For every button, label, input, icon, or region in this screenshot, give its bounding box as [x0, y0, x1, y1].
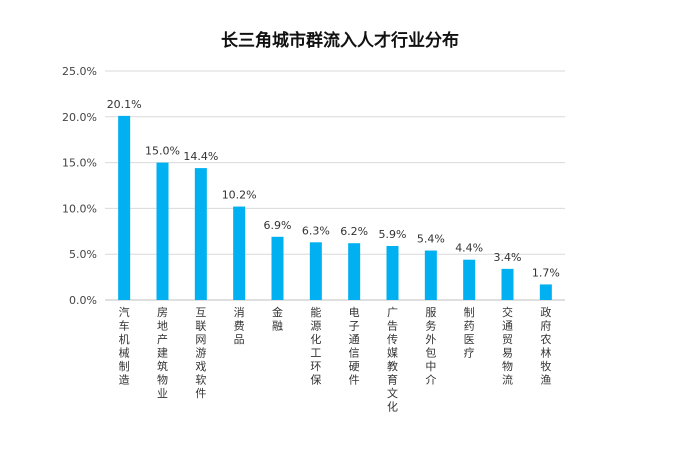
data-label: 4.4% [455, 242, 483, 255]
bar [424, 250, 437, 300]
category-label: 汽车机械制造 [119, 305, 130, 387]
bar [539, 284, 552, 300]
bar [156, 162, 169, 300]
y-tick-label: 15.0% [62, 157, 97, 170]
data-label: 6.3% [302, 224, 330, 237]
data-label: 6.2% [340, 225, 368, 238]
data-label: 10.2% [222, 189, 257, 202]
data-label: 15.0% [145, 145, 180, 158]
data-label: 5.4% [417, 233, 445, 246]
y-tick-label: 25.0% [62, 65, 97, 78]
category-label: 政府农林牧渔 [540, 305, 551, 387]
category-label: 能源化工环保 [310, 305, 321, 387]
bar [501, 268, 514, 300]
category-label: 互联网游戏软件 [195, 306, 206, 400]
category-label: 金融 [272, 305, 283, 333]
data-label: 6.9% [264, 219, 292, 232]
bar [194, 168, 207, 300]
category-label: 消费品 [234, 305, 245, 346]
category-label: 制药医疗 [464, 306, 475, 360]
data-labels: 20.1% 15.0% 14.4% 10.2% 6.9% 6.3% 6.2% 5.9% 5.4%… [107, 98, 560, 280]
y-axis-ticks: 0.0% 5.0% 10.0% 15.0% 20.0% 25.0% [62, 65, 97, 307]
bar [271, 236, 284, 300]
y-tick-label: 0.0% [69, 294, 97, 307]
y-tick-label: 10.0% [62, 202, 97, 215]
category-label: 服务外包中介 [425, 306, 436, 387]
y-tick-label: 20.0% [62, 111, 97, 124]
chart-title: 长三角城市群流入人才行业分布 [221, 30, 459, 51]
x-axis-categories: 汽车机械制造 房地产建筑物业 互联网游戏软件 消费品 金融 能源化工环保 电子通信硬件 广告传… [119, 305, 552, 414]
bars [118, 115, 552, 300]
gridlines [105, 70, 565, 301]
data-label: 14.4% [183, 150, 218, 163]
bar [463, 259, 476, 300]
data-label: 20.1% [107, 98, 142, 111]
data-label: 5.9% [379, 228, 407, 241]
category-label: 电子通信硬件 [349, 306, 360, 387]
bar [233, 206, 246, 300]
bar [348, 243, 361, 300]
y-tick-label: 5.0% [69, 248, 97, 261]
bar [386, 245, 399, 300]
bar [309, 242, 322, 300]
category-label: 房地产建筑物业 [157, 306, 168, 400]
category-label: 交通贸易物流 [502, 305, 513, 387]
bar [118, 115, 131, 300]
data-label: 1.7% [532, 266, 560, 279]
data-label: 3.4% [494, 251, 522, 264]
category-label: 广告传媒教育文化 [387, 306, 398, 414]
